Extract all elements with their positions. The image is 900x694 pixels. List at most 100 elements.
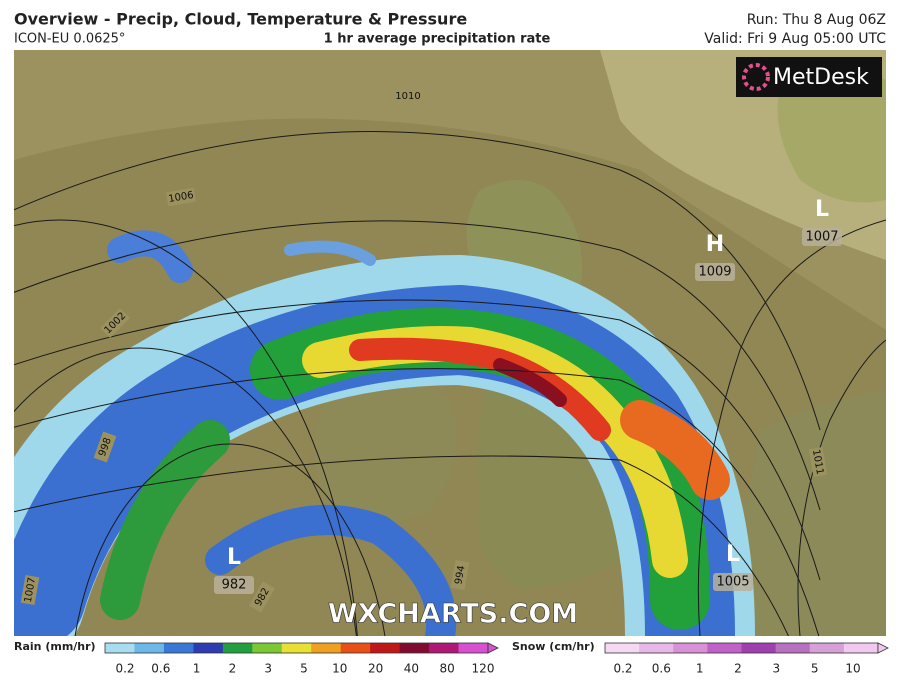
rain-swatch — [252, 643, 283, 653]
rain-swatch — [163, 643, 194, 653]
pressure-letter: H — [706, 232, 724, 257]
snow-tick-label: 5 — [811, 662, 819, 676]
watermark: WXCHARTS.COM — [328, 599, 578, 630]
isobar — [14, 131, 821, 431]
isobar-label-bg — [165, 187, 197, 207]
rain-tick-label: 120 — [472, 662, 495, 676]
snow-tick-label: 3 — [773, 662, 781, 676]
rain-tick-label: 3 — [264, 662, 272, 676]
isobar-label-group: 1010 — [394, 89, 422, 103]
isobar — [697, 219, 886, 636]
rain-swatch — [134, 643, 165, 653]
isobar-label-bg — [808, 446, 828, 478]
pressure-letter: L — [815, 197, 829, 222]
pressure-letter: L — [227, 545, 241, 570]
land-norway — [777, 72, 886, 203]
rain-swatch — [458, 643, 489, 653]
logo-icon — [742, 63, 770, 91]
rain-tick-label: 2 — [229, 662, 237, 676]
snow-arrow — [877, 642, 889, 654]
snow-tick-label: 0.2 — [613, 662, 632, 676]
snow-tick-label: 2 — [734, 662, 742, 676]
rain-swatch — [429, 643, 460, 653]
rain-swatch — [281, 643, 312, 653]
field: 1 hr average precipitation rate — [324, 32, 551, 47]
snow-swatch — [639, 643, 674, 653]
isobar — [14, 347, 357, 636]
map — [14, 50, 886, 636]
pressure-value-bg — [713, 573, 753, 591]
isobar — [797, 339, 886, 636]
isobar-label: 1006 — [168, 190, 195, 205]
rain-swatch — [193, 643, 224, 653]
isobar-label-group: 994 — [450, 559, 470, 591]
isobar-label: 1011 — [810, 449, 825, 476]
isobar — [14, 219, 358, 636]
isobar-label: 994 — [453, 565, 467, 586]
rain-tick-label: 10 — [332, 662, 347, 676]
isobar — [14, 455, 789, 636]
rain-tick-label: 1 — [193, 662, 201, 676]
isobar-label-bg — [20, 574, 40, 606]
snow-swatch — [741, 643, 777, 653]
valid: Valid: Fri 9 Aug 05:00 UTC — [704, 31, 886, 47]
pressure-value-bg — [214, 576, 254, 594]
isobars — [14, 131, 886, 636]
isobar-label-group: 1006 — [165, 187, 197, 207]
logo-box — [736, 57, 882, 97]
snow-swatch — [673, 643, 708, 653]
rain-tick-label: 20 — [368, 662, 383, 676]
snow-tick-label: 1 — [696, 662, 704, 676]
pressure-value-bg — [695, 263, 735, 281]
snow-swatch — [809, 643, 845, 653]
isobar — [14, 368, 820, 636]
isobar-label-bg — [248, 581, 276, 613]
isobar-label-bg — [100, 308, 130, 338]
rain-tick-label: 0.2 — [115, 662, 134, 676]
isobar-label-bg — [394, 89, 422, 103]
land-ireland — [315, 377, 457, 525]
isobar-label-bg — [450, 559, 470, 591]
logo-text: MetDesk — [773, 65, 869, 90]
isobar-label: 1007 — [23, 577, 38, 604]
isobar-label-group: 1011 — [808, 446, 828, 478]
rain-swatch — [222, 643, 253, 653]
snow-swatch — [775, 643, 811, 653]
snow-label: Snow (cm/hr) — [512, 640, 595, 653]
pressure-value: 1009 — [698, 265, 731, 280]
isobar-label-bg — [93, 431, 117, 463]
pressure-value: 982 — [222, 578, 247, 593]
rain-arrow — [487, 642, 499, 654]
rain-swatch — [105, 643, 135, 653]
snow-swatch — [707, 643, 742, 653]
title: Overview - Precip, Cloud, Temperature & … — [14, 10, 467, 29]
isobar-label-group: 1007 — [20, 574, 40, 606]
pressure-letter: L — [726, 542, 740, 567]
snow-tick-label: 0.6 — [652, 662, 671, 676]
rain-swatch — [370, 643, 401, 653]
logo: MetDesk — [736, 57, 882, 97]
isobar — [14, 220, 821, 511]
pressure-value: 1005 — [716, 575, 749, 590]
isobar-label-group: 998 — [93, 431, 117, 463]
pressure-value: 1007 — [805, 230, 838, 245]
rain-swatch — [311, 643, 342, 653]
snow-tick-label: 10 — [845, 662, 860, 676]
rain-tick-label: 40 — [404, 662, 419, 676]
pressure-value-bg — [802, 228, 842, 246]
rain-swatch — [399, 643, 430, 653]
legend: Rain (mm/hr) Snow (cm/hr) 0.2 0.6 1 2 3 5 10 20… — [14, 640, 889, 676]
isobar-label: 1010 — [395, 91, 420, 102]
rain-tick-label: 0.6 — [151, 662, 170, 676]
isobar — [74, 443, 386, 636]
snow-swatch — [605, 643, 640, 653]
rain-tick-label: 80 — [440, 662, 455, 676]
rain-label: Rain (mm/hr) — [14, 640, 96, 653]
snow-swatch — [843, 643, 879, 653]
model: ICON-EU 0.0625° — [14, 32, 125, 47]
rain-tick-label: 5 — [300, 662, 308, 676]
isobar — [14, 299, 821, 581]
